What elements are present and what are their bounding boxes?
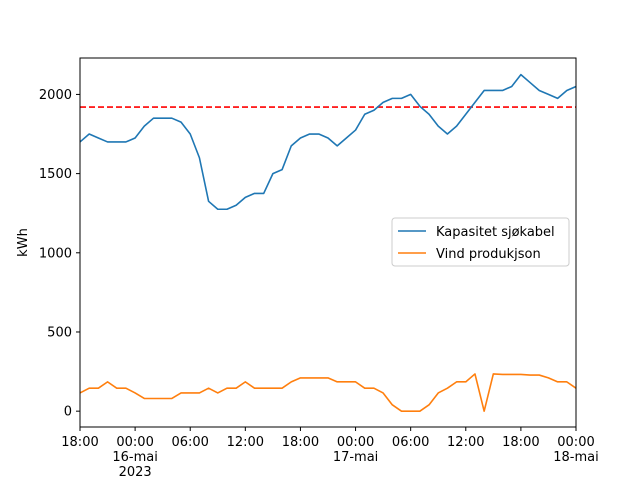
series-group [79, 73, 577, 412]
x-tick-label: 12:00 [227, 435, 264, 450]
legend: Kapasitet sjøkabel Vind produkjson [391, 217, 570, 267]
y-axis: 0 500 1000 1500 2000 [39, 88, 80, 420]
x-tick-label: 06:00 [392, 435, 429, 450]
x-tick-label: 00:00 [557, 435, 594, 450]
x-tick-label: 06:00 [171, 435, 208, 450]
x-tick-label: 17-mai [333, 450, 378, 465]
axes-frame [79, 57, 577, 428]
x-tick-label: 00:00 [116, 435, 153, 450]
x-tick-label: 2023 [119, 465, 152, 480]
x-tick-label: 12:00 [447, 435, 484, 450]
x-tick-label: 18:00 [282, 435, 319, 450]
x-tick-label: 18:00 [502, 435, 539, 450]
y-tick-label: 0 [64, 405, 72, 420]
legend-label-1: Kapasitet sjøkabel [436, 225, 555, 240]
series-line-1 [79, 73, 577, 211]
legend-box [391, 217, 570, 267]
y-tick-label: 2000 [39, 88, 72, 103]
x-tick-label: 16-mai [112, 450, 157, 465]
y-tick-label: 1000 [39, 246, 72, 261]
y-tick-label: 1500 [39, 167, 72, 182]
x-tick-label: 00:00 [337, 435, 374, 450]
x-tick-label: 18-mai [553, 450, 598, 465]
series-line-2 [79, 373, 577, 412]
y-tick-label: 500 [47, 325, 72, 340]
y-axis-label: kWh [16, 228, 31, 257]
legend-label-2: Vind produkjson [436, 247, 541, 262]
x-tick-label: 18:00 [61, 435, 98, 450]
